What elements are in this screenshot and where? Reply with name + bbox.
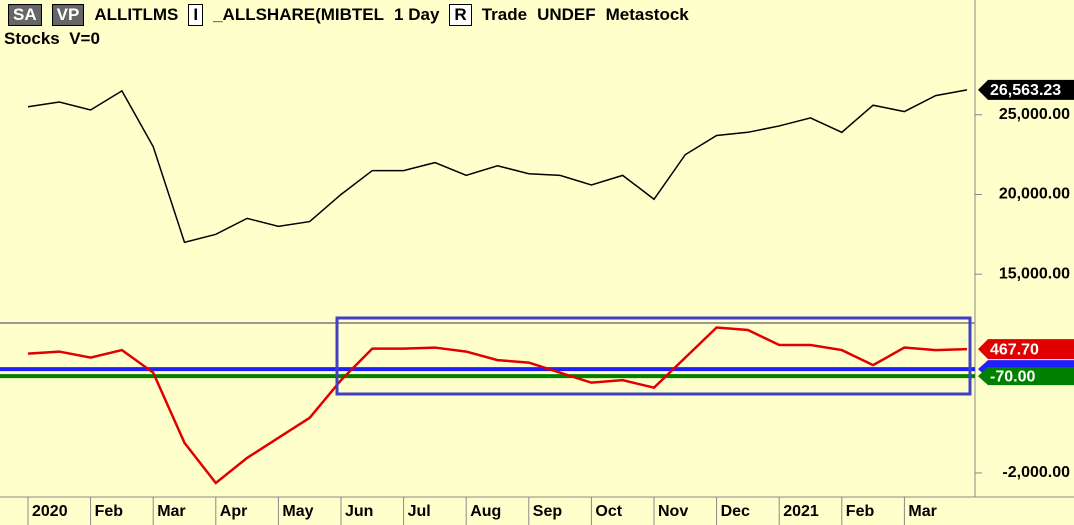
value-label: 26,563.23 xyxy=(990,82,1061,99)
x-tick-label: Oct xyxy=(595,503,622,520)
y-tick-label: 20,000.00 xyxy=(999,186,1070,203)
value-label: 467.70 xyxy=(990,341,1039,358)
toolbar-item: Trade xyxy=(481,5,528,24)
toolbar-item: _ALLSHARE(MIBTEL xyxy=(213,5,385,24)
x-tick-label: Jul xyxy=(408,503,431,520)
series-line xyxy=(27,326,968,485)
y-tick-label: -2,000.00 xyxy=(1002,464,1070,481)
x-tick-label: Dec xyxy=(721,503,750,520)
toolbar-item[interactable]: R xyxy=(449,4,472,26)
reference-tag xyxy=(978,367,1074,386)
x-tick-label: May xyxy=(282,503,313,520)
toolbar-item[interactable]: VP xyxy=(51,4,85,26)
x-tick-label: 2020 xyxy=(32,503,68,520)
x-tick-label: Jun xyxy=(345,503,373,520)
toolbar-item: Metastock xyxy=(605,5,689,24)
toolbar-item[interactable]: I xyxy=(188,4,204,26)
x-tick-label: Apr xyxy=(220,503,248,520)
y-tick-label: 15,000.00 xyxy=(999,265,1070,282)
x-tick-label: Nov xyxy=(658,503,688,520)
x-tick-label: Mar xyxy=(908,503,936,520)
toolbar-line2: Stocks V=0 xyxy=(4,29,100,48)
x-tick-label: Sep xyxy=(533,503,563,520)
x-tick-label: 2021 xyxy=(783,503,819,520)
x-tick-label: Feb xyxy=(846,503,875,520)
value-tag xyxy=(978,79,1074,100)
highlight-box xyxy=(335,316,972,396)
x-tick-label: Aug xyxy=(470,503,501,520)
series-line xyxy=(27,89,968,244)
x-tick-label: Feb xyxy=(95,503,124,520)
x-tick-label: Mar xyxy=(157,503,185,520)
value-tag xyxy=(978,339,1074,360)
toolbar-item: UNDEF xyxy=(537,5,596,24)
toolbar: SA VP ALLITLMS I _ALLSHARE(MIBTEL 1 Day R Trade… xyxy=(8,4,689,26)
y-tick-label: 25,000.00 xyxy=(999,106,1070,123)
toolbar-item: ALLITLMS xyxy=(94,5,179,24)
toolbar-item: 1 Day xyxy=(394,5,440,24)
reference-label: -70.00 xyxy=(990,368,1035,385)
toolbar-item[interactable]: SA xyxy=(8,4,42,26)
